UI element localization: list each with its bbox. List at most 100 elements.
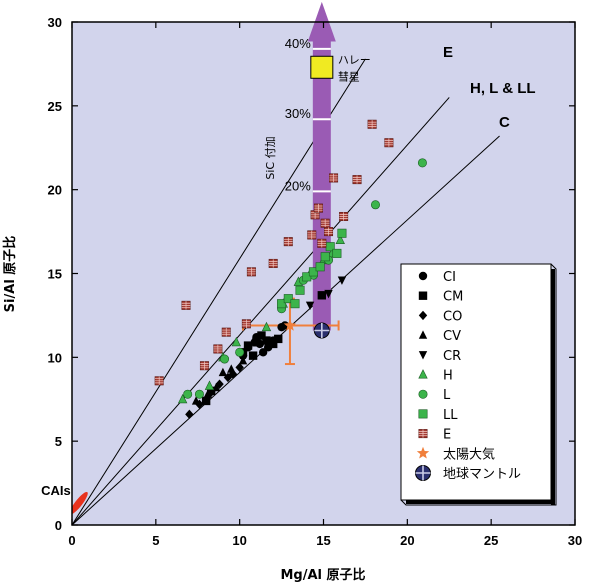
legend-entry: CM	[418, 290, 463, 305]
data-point	[235, 362, 244, 373]
y-tick-label: 0	[55, 518, 62, 533]
data-point	[317, 238, 327, 248]
legend-label: LL	[443, 408, 458, 423]
legend-marker	[418, 369, 428, 379]
data-point	[185, 409, 194, 420]
data-point	[191, 396, 201, 405]
y-tick-label: 25	[48, 99, 62, 114]
x-tick-label: 20	[400, 533, 414, 548]
halley-label: ハレー	[338, 53, 371, 66]
data-point	[367, 119, 377, 129]
legend-marker	[418, 351, 428, 360]
x-axis-title: Mg/Al 原子比	[280, 567, 365, 583]
y-tick-label: 15	[48, 267, 62, 282]
data-point	[315, 262, 325, 272]
line-label-e: E	[443, 44, 453, 61]
data-point	[337, 228, 347, 238]
data-point	[305, 301, 315, 311]
legend-marker	[418, 409, 428, 419]
legend-entry: CV	[418, 329, 461, 344]
data-point	[308, 267, 318, 277]
data-point	[283, 294, 293, 304]
data-point	[261, 321, 272, 332]
data-point	[211, 382, 221, 392]
data-point	[283, 237, 293, 247]
data-point	[257, 331, 266, 340]
legend-label: 太陽大気	[443, 446, 495, 462]
legend-marker	[415, 465, 431, 481]
legend-entry: H	[418, 369, 453, 384]
legend-entry: L	[418, 388, 451, 403]
data-point	[417, 158, 427, 168]
legend-entry: E	[418, 428, 451, 443]
legend-marker	[418, 291, 428, 300]
series-ll	[277, 228, 347, 309]
data-point	[243, 341, 253, 350]
line-h-l-ll	[72, 97, 450, 525]
data-point	[339, 211, 349, 221]
data-point	[329, 173, 339, 183]
series-cv	[191, 355, 248, 405]
axis-ticks: 0 5 10 15 20 25 30 0 5 10 15 20 25 30	[48, 15, 583, 548]
data-point	[320, 218, 330, 228]
data-point	[307, 230, 317, 240]
legend-label: CO	[443, 309, 462, 324]
legend-entry: LL	[418, 408, 458, 423]
data-point	[204, 380, 215, 390]
data-point	[324, 289, 333, 299]
data-point	[324, 227, 334, 237]
data-point	[317, 291, 327, 300]
halley-label: 彗星	[338, 70, 360, 83]
data-point	[290, 299, 300, 309]
earth-mantle-point	[313, 322, 330, 339]
legend-label: CV	[443, 329, 461, 344]
data-point	[220, 354, 230, 364]
data-point	[201, 396, 211, 406]
data-point	[337, 276, 347, 285]
legend-entry: CI	[418, 270, 456, 285]
x-tick-label: 30	[568, 533, 582, 548]
sic-arrow-label: SiC 付加	[264, 136, 277, 179]
y-axis-title: Si/Al 原子比	[2, 236, 18, 313]
data-point	[268, 258, 278, 268]
legend-entry: CR	[418, 349, 461, 364]
legend-marker	[418, 389, 428, 399]
y-tick-label: 5	[55, 434, 62, 449]
legend-entry: 太陽大気	[416, 446, 495, 462]
data-point	[320, 252, 330, 262]
data-points	[154, 119, 427, 420]
data-point	[352, 175, 362, 185]
data-point	[235, 347, 245, 357]
data-point	[384, 138, 394, 148]
x-tick-label: 25	[484, 533, 498, 548]
data-point	[213, 344, 223, 354]
x-tick-label: 5	[152, 533, 159, 548]
legend-label: CI	[443, 270, 456, 285]
data-point	[206, 386, 216, 396]
legend-label: E	[443, 428, 451, 443]
data-point	[252, 338, 261, 347]
data-point	[231, 336, 241, 347]
data-point	[313, 203, 323, 213]
data-point	[277, 299, 287, 309]
data-point	[295, 285, 305, 295]
series-cr	[305, 276, 347, 311]
sic-arrow-shaft	[312, 40, 331, 331]
sic-tick-label: 40%	[285, 36, 311, 51]
y-tick-label: 10	[48, 350, 62, 365]
data-point	[183, 389, 193, 399]
sic-tick-label: 30%	[285, 106, 311, 121]
data-point	[181, 300, 191, 310]
data-point	[199, 361, 209, 371]
legend-label: 地球マントル	[443, 467, 521, 482]
annotation-cais: CAIs	[41, 483, 71, 498]
data-point	[335, 234, 345, 244]
legend-entry: CO	[418, 309, 462, 324]
data-point	[274, 334, 283, 344]
line-label-h-l-ll: H, L & LL	[470, 80, 536, 97]
legend-marker	[416, 446, 430, 459]
x-tick-label: 15	[316, 533, 330, 548]
data-point	[332, 248, 342, 258]
